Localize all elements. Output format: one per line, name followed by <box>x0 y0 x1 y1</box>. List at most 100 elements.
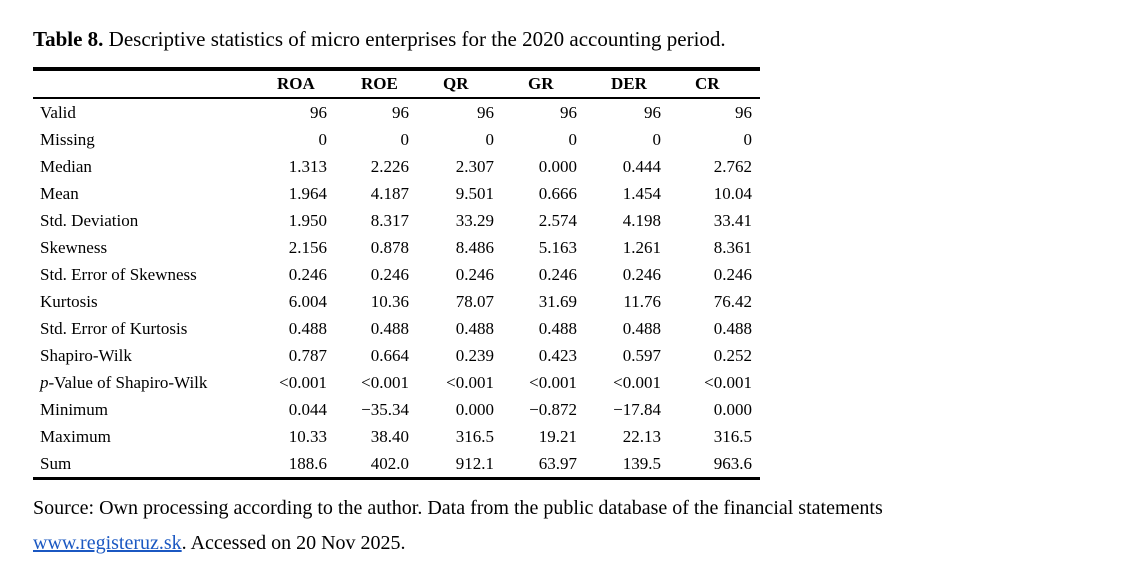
table-row: p-Value of Shapiro-Wilk <0.001 <0.001 <0.00… <box>33 369 760 396</box>
row-label: Std. Error of Kurtosis <box>40 318 188 338</box>
column-header: CR <box>695 74 720 93</box>
table-row: Std. Error of Kurtosis 0.488 0.488 0.488 0.4… <box>33 315 760 342</box>
cell-value: 6.004 <box>288 291 327 311</box>
cell-value: 139.5 <box>622 453 661 473</box>
cell-value: 1.964 <box>288 183 327 203</box>
cell-value: 0.423 <box>538 345 577 365</box>
cell-value: 1.454 <box>622 183 661 203</box>
cell-value: <0.001 <box>704 372 752 392</box>
page: Table 8. Descriptive statistics of micro… <box>0 26 1127 585</box>
table-row: Std. Error of Skewness 0.246 0.246 0.246 0.2… <box>33 261 760 288</box>
cell-value: 76.42 <box>713 291 752 311</box>
cell-value: 22.13 <box>622 426 661 446</box>
cell-value: 0 <box>568 129 578 149</box>
cell-value: 78.07 <box>455 291 494 311</box>
cell-value: 0.246 <box>713 264 752 284</box>
cell-value: 33.41 <box>713 210 752 230</box>
cell-value: 963.6 <box>713 453 752 473</box>
table-row: Sum 188.6 402.0 912.1 63.97 139.5 963.6 <box>33 450 760 479</box>
cell-value: 0.246 <box>370 264 409 284</box>
row-label: Shapiro-Wilk <box>40 345 132 365</box>
column-header: DER <box>611 74 647 93</box>
cell-value: 402.0 <box>370 453 409 473</box>
cell-value: 0.488 <box>370 318 409 338</box>
cell-value: 19.21 <box>538 426 577 446</box>
cell-value: 912.1 <box>455 453 494 473</box>
cell-value: 63.97 <box>538 453 577 473</box>
cell-value: 96 <box>477 102 494 122</box>
cell-value: 0 <box>743 129 753 149</box>
column-header: ROA <box>277 74 315 93</box>
cell-value: 0.878 <box>370 237 409 257</box>
cell-value: 316.5 <box>455 426 494 446</box>
cell-value: 2.762 <box>713 156 752 176</box>
cell-value: 8.486 <box>455 237 494 257</box>
table-row: Std. Deviation 1.950 8.317 33.29 2.574 4.198 3… <box>33 207 760 234</box>
row-label: Minimum <box>40 399 109 419</box>
row-label: Valid <box>40 102 76 122</box>
source-note-line1: Source: Own processing according to the … <box>33 497 883 519</box>
cell-value: 0.044 <box>288 399 327 419</box>
table-row: Maximum 10.33 38.40 316.5 19.21 22.13 316.5 <box>33 423 760 450</box>
cell-value: 0.664 <box>370 345 409 365</box>
cell-value: 316.5 <box>713 426 752 446</box>
row-label: Mean <box>40 183 79 203</box>
cell-value: 96 <box>735 102 752 122</box>
cell-value: 38.40 <box>370 426 409 446</box>
cell-value: 0.000 <box>713 399 752 419</box>
table-row: Shapiro-Wilk 0.787 0.664 0.239 0.423 0.597 0.2… <box>33 342 760 369</box>
cell-value: 0.444 <box>622 156 661 176</box>
cell-value: 10.33 <box>288 426 327 446</box>
cell-value: 0.666 <box>538 183 577 203</box>
cell-value: 11.76 <box>623 291 661 311</box>
cell-value: 0.597 <box>622 345 661 365</box>
cell-value: 9.501 <box>455 183 494 203</box>
cell-value: 1.261 <box>622 237 661 257</box>
cell-value: 96 <box>392 102 409 122</box>
cell-value: <0.001 <box>279 372 327 392</box>
cell-value: 8.361 <box>713 237 752 257</box>
registeruz-link[interactable]: www.registeruz.sk <box>33 532 182 554</box>
cell-value: 1.313 <box>288 156 327 176</box>
cell-value: 0.246 <box>455 264 494 284</box>
cell-value: 0.000 <box>455 399 494 419</box>
cell-value: 188.6 <box>288 453 327 473</box>
cell-value: 0.488 <box>713 318 752 338</box>
cell-value: 0.488 <box>538 318 577 338</box>
cell-value: 0 <box>318 129 328 149</box>
cell-value: 0.000 <box>538 156 577 176</box>
column-header: ROE <box>361 74 398 93</box>
header-row: ROA ROE QR GR DER CR <box>33 69 760 98</box>
cell-value: 10.36 <box>370 291 409 311</box>
table-row: Kurtosis 6.004 10.36 78.07 31.69 11.76 76.42 <box>33 288 760 315</box>
cell-value: 31.69 <box>538 291 577 311</box>
descriptive-statistics-table: ROA ROE QR GR DER CR Valid 96 96 96 96 96 96 Missing… <box>33 67 760 480</box>
cell-value: 5.163 <box>538 237 577 257</box>
cell-value: 0.787 <box>288 345 327 365</box>
cell-value: <0.001 <box>446 372 494 392</box>
cell-value: 0.488 <box>622 318 661 338</box>
cell-value: 10.04 <box>713 183 752 203</box>
cell-value: 96 <box>310 102 327 122</box>
cell-value: 96 <box>644 102 661 122</box>
table-row: Valid 96 96 96 96 96 96 <box>33 98 760 126</box>
table-caption-label: Table 8. <box>33 27 104 51</box>
cell-value: 0.246 <box>622 264 661 284</box>
row-label: Std. Error of Skewness <box>40 264 197 284</box>
table-row: Minimum 0.044 −35.34 0.000 −0.872 −17.84 0.000 <box>33 396 760 423</box>
row-label: Maximum <box>40 426 111 446</box>
cell-value: 0 <box>400 129 410 149</box>
cell-value: 0.239 <box>455 345 494 365</box>
cell-value: 2.307 <box>455 156 494 176</box>
cell-value: 2.156 <box>288 237 327 257</box>
cell-value: 0 <box>485 129 495 149</box>
row-label: Kurtosis <box>40 291 98 311</box>
table-caption: Table 8. Descriptive statistics of micro… <box>33 26 1097 52</box>
cell-value: 0.246 <box>288 264 327 284</box>
cell-value: 1.950 <box>288 210 327 230</box>
cell-value: 96 <box>560 102 577 122</box>
row-label: Median <box>40 156 92 176</box>
row-label: p-Value of Shapiro-Wilk <box>40 372 208 392</box>
cell-value: <0.001 <box>361 372 409 392</box>
row-label: Sum <box>40 453 72 473</box>
